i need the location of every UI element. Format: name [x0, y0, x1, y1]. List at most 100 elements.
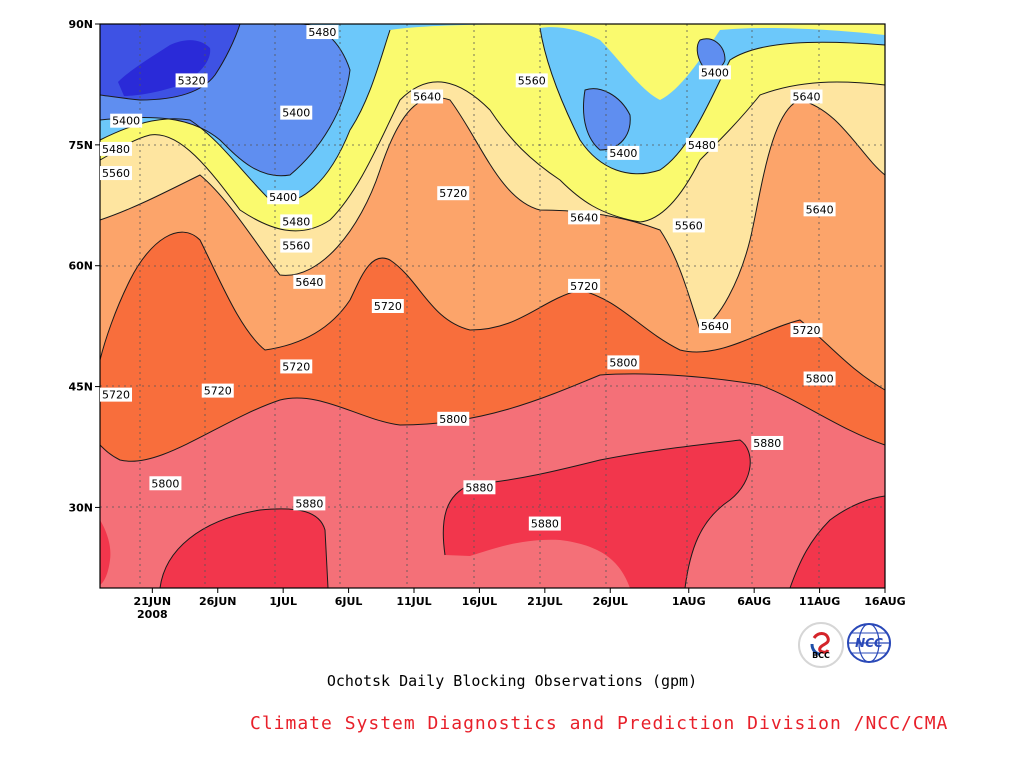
bcc-logo-icon: BCC	[798, 622, 844, 668]
x-tick-label: 21JUL	[527, 595, 562, 608]
x-tick-label: 26JUN	[199, 595, 237, 608]
contour-label: 5720	[371, 299, 404, 313]
contour-label: 5640	[803, 202, 836, 217]
contour-label: 5720	[790, 323, 823, 338]
contour-label-bg	[672, 218, 705, 233]
x-tick-label: 16AUG	[864, 595, 905, 608]
contour-label: 5880	[463, 480, 496, 495]
contour-label-text: 5720	[439, 187, 467, 200]
contour-line-5560	[99, 81, 886, 232]
contour-label-text: 5560	[102, 167, 130, 180]
contour-label: 5800	[149, 476, 182, 491]
y-tick-label: 90N	[68, 18, 93, 31]
contour-label-text: 5720	[793, 324, 821, 337]
contour-label-bg	[607, 145, 640, 160]
contour-label: 5800	[607, 355, 640, 370]
contour-label-bg	[463, 480, 496, 495]
contour-label-text: 5640	[793, 91, 821, 104]
fill-above-5880-a	[160, 508, 328, 588]
contour-label: 5640	[568, 210, 601, 225]
contour-label-bg	[790, 323, 823, 338]
contour-label-text: 5880	[295, 497, 323, 510]
contour-label-bg	[280, 238, 313, 253]
y-tick-label: 60N	[68, 260, 93, 273]
x-tick-label: 1AUG	[672, 595, 706, 608]
contour-chart: 5480 5320 5400 5480 5560 5400 5400 5480 5560 5640…	[68, 18, 905, 621]
contour-label-bg	[280, 359, 313, 374]
contour-label-bg	[371, 299, 404, 313]
contour-line-5400-b	[582, 88, 631, 151]
contour-label-text: 5560	[518, 74, 546, 87]
contour-label-text: 5640	[570, 211, 598, 224]
contour-label-bg	[149, 476, 182, 491]
contour-label-bg	[685, 137, 718, 152]
contour-line-5720	[99, 231, 886, 391]
contour-label: 5400	[110, 113, 143, 128]
contour-label-text: 5400	[282, 107, 310, 120]
contour-label-bg	[515, 73, 548, 88]
contour-line-5800	[99, 373, 886, 462]
contour-label-text: 5480	[282, 215, 310, 228]
contour-label-bg	[568, 278, 601, 293]
contour-label-text: 5720	[204, 385, 232, 398]
x-tick-label: 11JUL	[396, 595, 431, 608]
fill-above-5880-c	[790, 496, 885, 588]
contour-label-bg	[751, 435, 784, 450]
contour-label: 5480	[100, 141, 132, 156]
contour-label-text: 5800	[439, 413, 467, 426]
contour-label-text: 5880	[753, 437, 781, 450]
contour-label-text: 5400	[269, 191, 297, 204]
contour-label-text: 5640	[295, 276, 323, 289]
contour-labels: 5480 5320 5400 5480 5560 5400 5400 5480 5560 5640…	[100, 25, 836, 531]
contour-label-bg	[293, 274, 326, 289]
grid-lines	[100, 24, 885, 588]
x-year-label: 2008	[137, 608, 168, 621]
contour-label-text: 5720	[102, 389, 130, 402]
contour-label-text: 5720	[282, 360, 310, 373]
contour-label: 5560	[515, 73, 548, 88]
fill-above-5880-d	[100, 520, 111, 585]
contour-lines	[99, 23, 886, 589]
x-tick-label: 21JUN	[134, 595, 172, 608]
contour-label-bg	[110, 113, 143, 128]
contour-label-bg	[280, 214, 313, 229]
contour-label-bg	[803, 202, 836, 217]
y-tick-label: 30N	[68, 501, 93, 514]
contour-label-text: 5560	[282, 240, 310, 253]
plot-frame	[99, 23, 886, 589]
chart-subtitle: Ochotsk Daily Blocking Observations (gpm…	[326, 672, 698, 690]
x-tick-label: 26JUL	[593, 595, 628, 608]
x-tick-label: 6AUG	[737, 595, 771, 608]
ncc-globe-icon: NCC	[847, 623, 891, 663]
contour-line-5640	[99, 97, 886, 331]
contour-label-text: 5880	[465, 481, 493, 494]
ncc-logo-icon: NCC	[846, 622, 891, 664]
contour-label: 5560	[280, 238, 313, 253]
bcc-logo-text: BCC	[812, 651, 830, 660]
contour-label: 5320	[175, 73, 208, 88]
contour-label-bg	[607, 355, 640, 370]
contour-label: 5720	[568, 278, 601, 293]
contour-label: 5400	[698, 65, 731, 80]
contour-line-5880-a	[159, 508, 329, 589]
contour-label-text: 5480	[102, 143, 130, 156]
contour-label: 5560	[672, 218, 705, 233]
contour-label: 5400	[267, 190, 300, 205]
bcc-emblem-icon	[810, 632, 830, 656]
contour-label-bg	[201, 383, 234, 398]
contour-label-bg	[100, 166, 132, 181]
ncc-logo-text: NCC	[855, 636, 883, 650]
contour-label-text: 5720	[570, 280, 598, 293]
contour-line-5320	[99, 23, 241, 101]
contour-label-text: 5800	[806, 373, 834, 386]
contour-label-bg	[100, 141, 132, 156]
contour-label-text: 5400	[609, 147, 637, 160]
x-tick-label: 6JUL	[335, 595, 363, 608]
contour-label: 5640	[790, 89, 823, 104]
contour-label-bg	[803, 371, 836, 386]
contour-label-text: 5560	[675, 219, 703, 232]
contour-label: 5720	[100, 387, 132, 402]
contour-label: 5880	[751, 435, 784, 450]
contour-label: 5720	[201, 383, 234, 398]
